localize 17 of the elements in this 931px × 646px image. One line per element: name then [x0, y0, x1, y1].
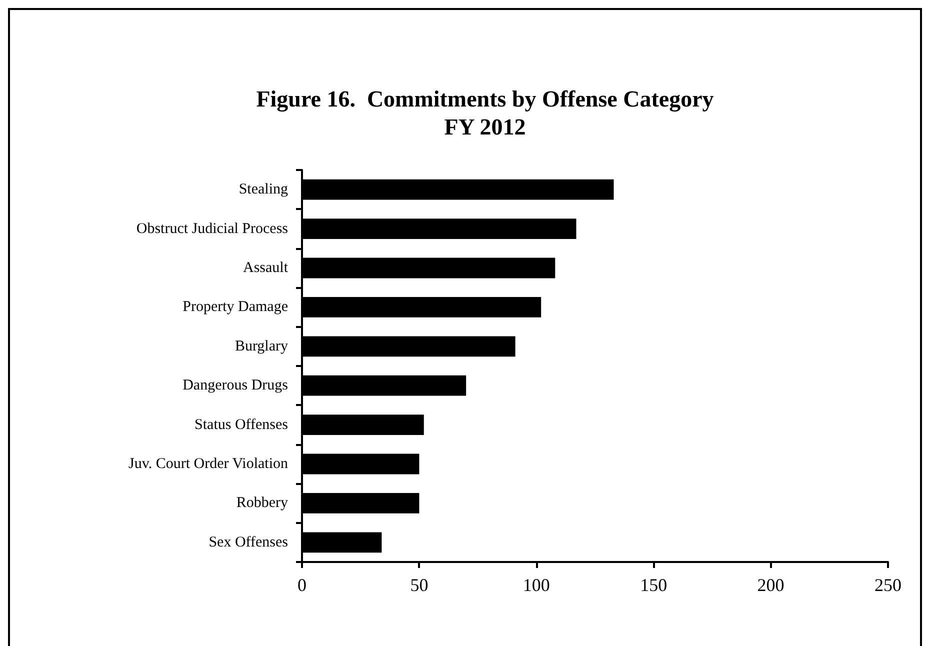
y-tick-label: Assault [243, 260, 289, 276]
y-tick-label: Sex Offenses [208, 534, 288, 550]
x-tick-label: 200 [757, 575, 784, 595]
x-tick-label: 100 [522, 575, 550, 595]
y-tick-label: Stealing [238, 182, 288, 198]
y-tick-label: Burglary [234, 338, 288, 354]
y-tick-label: Status Offenses [194, 416, 288, 433]
y-tick-label: Dangerous Drugs [182, 378, 288, 394]
y-tick-label: Juv. Court Order Violation [128, 456, 288, 472]
y-tick-label: Obstruct Judicial Process [136, 220, 288, 237]
x-tick-label: 0 [298, 575, 306, 595]
x-tick-label: 250 [874, 575, 902, 595]
x-tick-label: 150 [640, 575, 668, 595]
chart-title: Figure 16. Commitments by Offense Category FY 2012 [256, 86, 714, 140]
y-tick-label: Property Damage [182, 299, 288, 316]
x-tick-label: 50 [410, 575, 428, 595]
y-tick-label: Robbery [236, 495, 288, 512]
